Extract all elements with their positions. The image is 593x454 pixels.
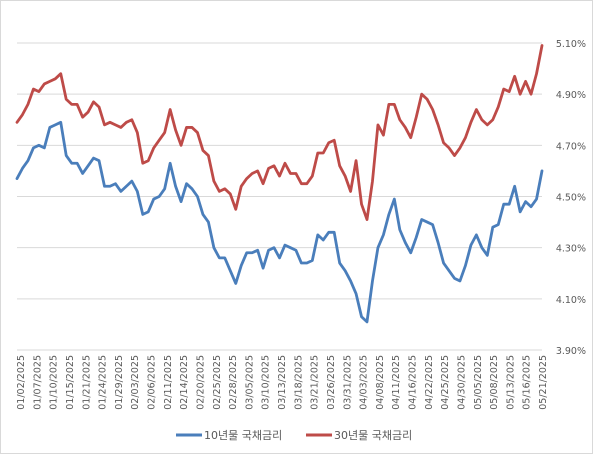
y-tick-label: 4.50%: [556, 193, 586, 204]
x-tick-label: 01/10/2025: [49, 355, 60, 410]
legend-label-1: 10년물 국채금리: [204, 429, 282, 442]
x-tick-label: 01/15/2025: [65, 355, 76, 410]
x-tick-label: 05/05/2025: [473, 355, 484, 410]
y-axis-tick-labels: 3.90% 4.10% 4.30% 4.50% 4.70% 4.90% 5.10%: [556, 39, 586, 357]
x-tick-label: 01/29/2025: [114, 355, 125, 410]
x-tick-label: 05/16/2025: [522, 355, 533, 410]
x-tick-label: 03/18/2025: [293, 355, 304, 410]
y-tick-label: 4.70%: [556, 141, 586, 152]
x-tick-label: 03/05/2025: [244, 355, 255, 410]
x-tick-label: 02/06/2025: [147, 355, 158, 410]
x-tick-label: 01/07/2025: [32, 355, 43, 410]
x-tick-label: 05/13/2025: [505, 355, 516, 410]
x-tick-label: 03/31/2025: [342, 355, 353, 410]
x-tick-label: 02/11/2025: [163, 355, 174, 410]
series-line-2: [15, 44, 544, 221]
x-tick-label: 03/10/2025: [261, 355, 272, 410]
y-tick-label: 3.90%: [556, 346, 586, 357]
x-tick-label: 04/22/2025: [424, 355, 435, 410]
x-tick-label: 01/24/2025: [98, 355, 109, 410]
x-tick-label: 04/03/2025: [359, 355, 370, 410]
y-tick-label: 4.30%: [556, 244, 586, 255]
x-tick-label: 04/25/2025: [440, 355, 451, 410]
y-tick-label: 4.10%: [556, 295, 586, 306]
series-lines: [15, 44, 544, 324]
legend: 10년물 국채금리 30년물 국채금리: [176, 429, 412, 442]
x-tick-label: 02/03/2025: [130, 355, 141, 410]
x-tick-label: 03/13/2025: [277, 355, 288, 410]
x-tick-label: 02/14/2025: [179, 355, 190, 410]
series-line-1: [15, 120, 544, 324]
legend-label-2: 30년물 국채금리: [334, 429, 412, 442]
x-tick-label: 05/21/2025: [538, 355, 549, 410]
x-tick-label: 02/25/2025: [212, 355, 223, 410]
x-tick-label: 02/28/2025: [228, 355, 239, 410]
y-tick-label: 4.90%: [556, 90, 586, 101]
x-tick-label: 03/26/2025: [326, 355, 337, 410]
x-tick-label: 04/11/2025: [391, 355, 402, 410]
x-tick-label: 04/16/2025: [408, 355, 419, 410]
gridlines: [17, 42, 542, 351]
x-tick-label: 01/02/2025: [16, 355, 27, 410]
x-tick-label: 01/21/2025: [81, 355, 92, 410]
x-tick-label: 04/30/2025: [456, 355, 467, 410]
x-tick-label: 02/20/2025: [195, 355, 206, 410]
x-tick-label: 05/08/2025: [489, 355, 500, 410]
x-axis-tick-labels: 01/02/2025 01/07/2025 01/10/2025 01/15/2025…: [16, 355, 549, 410]
x-tick-label: 04/08/2025: [375, 355, 386, 410]
y-tick-label: 5.10%: [556, 39, 586, 50]
x-tick-label: 03/21/2025: [310, 355, 321, 410]
